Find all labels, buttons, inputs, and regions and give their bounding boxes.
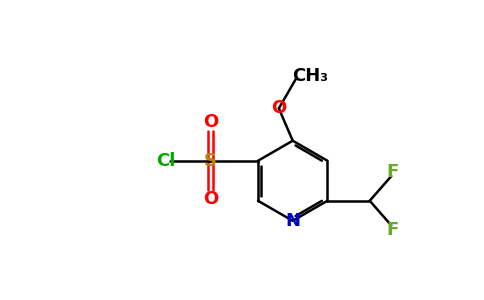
- Text: O: O: [271, 99, 287, 117]
- Text: F: F: [387, 221, 399, 239]
- Text: O: O: [203, 190, 218, 208]
- Text: CH₃: CH₃: [292, 67, 328, 85]
- Text: Cl: Cl: [156, 152, 175, 170]
- Text: S: S: [204, 152, 217, 170]
- Text: N: N: [285, 212, 300, 230]
- Text: F: F: [387, 163, 399, 181]
- Text: O: O: [203, 113, 218, 131]
